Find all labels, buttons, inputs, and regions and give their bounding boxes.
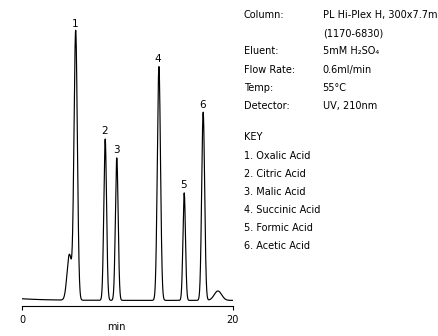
Text: PL Hi-Plex H, 300x7.7mm: PL Hi-Plex H, 300x7.7mm xyxy=(322,10,438,20)
Text: (1170-6830): (1170-6830) xyxy=(322,28,382,38)
Text: min: min xyxy=(107,322,126,332)
Text: Detector:: Detector: xyxy=(243,101,289,111)
Text: 4. Succinic Acid: 4. Succinic Acid xyxy=(243,205,319,215)
Text: 2: 2 xyxy=(101,126,107,136)
Text: Flow Rate:: Flow Rate: xyxy=(243,65,294,75)
Text: 0.6ml/min: 0.6ml/min xyxy=(322,65,371,75)
Text: 3. Malic Acid: 3. Malic Acid xyxy=(243,187,304,197)
Text: 4: 4 xyxy=(155,54,161,64)
Text: 1: 1 xyxy=(72,19,78,29)
Text: 3: 3 xyxy=(113,145,119,155)
Text: UV, 210nm: UV, 210nm xyxy=(322,101,376,111)
Text: 6. Acetic Acid: 6. Acetic Acid xyxy=(243,241,309,251)
Text: 6: 6 xyxy=(199,99,205,110)
Text: Eluent:: Eluent: xyxy=(243,46,278,56)
Text: 5mM H₂SO₄: 5mM H₂SO₄ xyxy=(322,46,378,56)
Text: 5. Formic Acid: 5. Formic Acid xyxy=(243,223,312,233)
Text: 5: 5 xyxy=(180,180,186,190)
Text: 2. Citric Acid: 2. Citric Acid xyxy=(243,169,305,179)
Text: KEY: KEY xyxy=(243,132,261,142)
Text: 1. Oxalic Acid: 1. Oxalic Acid xyxy=(243,151,309,161)
Text: 55°C: 55°C xyxy=(322,83,346,93)
Text: Column:: Column: xyxy=(243,10,284,20)
Text: Temp:: Temp: xyxy=(243,83,272,93)
